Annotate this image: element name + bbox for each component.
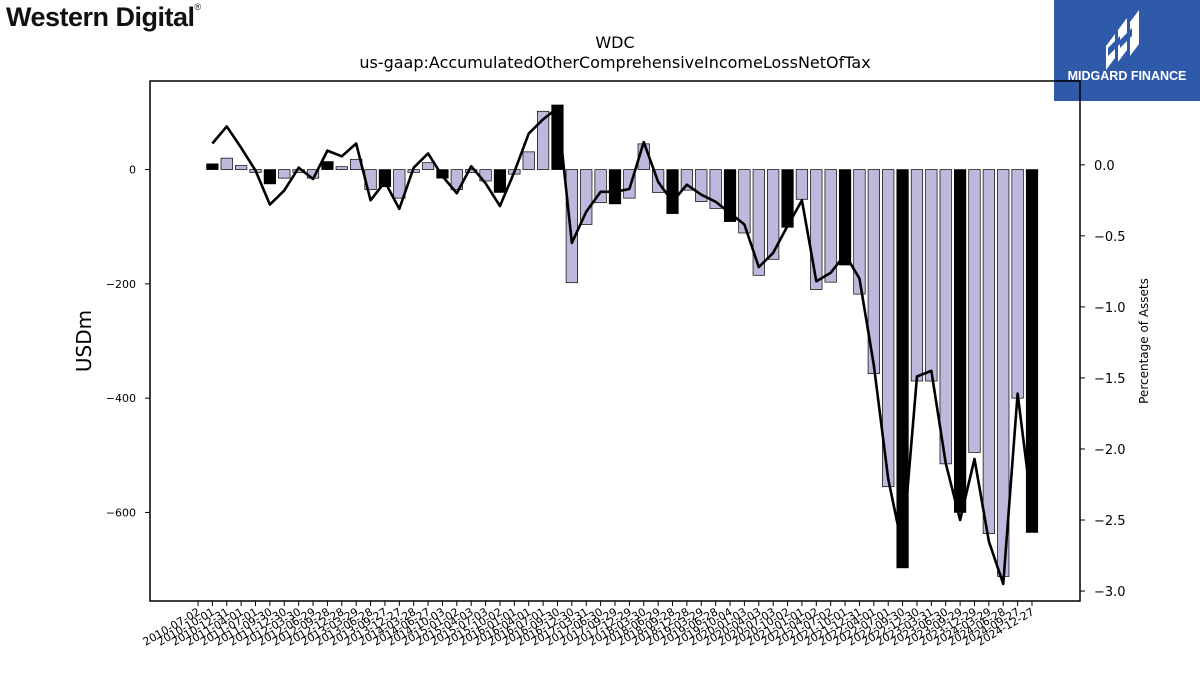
bar: [1011, 169, 1024, 399]
bar: [263, 169, 276, 185]
bar: [623, 169, 636, 199]
y-axis-label: USDm: [72, 310, 96, 372]
bar: [695, 169, 708, 202]
bar: [925, 169, 938, 382]
bar: [939, 169, 952, 465]
line-series: [211, 106, 1034, 586]
y2-tick-label: −3.0: [1094, 585, 1126, 600]
bar: [680, 169, 693, 191]
bar: [709, 169, 722, 209]
y2-axis-label: Percentage of Assets: [1137, 278, 1151, 404]
chart-subtitle: us-gaap:AccumulatedOtherComprehensiveInc…: [359, 53, 870, 72]
bar: [522, 151, 535, 170]
y-tick-label: −200: [106, 278, 136, 291]
bar: [235, 165, 248, 170]
y-tick-label: −400: [106, 392, 136, 405]
bar: [810, 169, 823, 290]
y-axis-left: 0 −200 −400 −600: [106, 164, 150, 519]
y-axis-right: 0.0 −0.5 −1.0 −1.5 −2.0 −2.5 −3.0: [1080, 159, 1126, 600]
bar: [795, 169, 809, 200]
bar: [767, 169, 780, 260]
bar: [220, 157, 233, 170]
bar: [1025, 169, 1039, 533]
western-digital-logo: Western Digital®: [6, 2, 201, 32]
bar: [321, 161, 334, 170]
bar: [278, 169, 291, 179]
midgard-emblem-icon: [1106, 10, 1139, 70]
bar: [910, 169, 924, 382]
bar: [421, 162, 435, 170]
bar: [752, 169, 765, 276]
midgard-finance-logo: MIDGARD FINANCE: [1054, 0, 1200, 101]
bar: [953, 169, 967, 513]
line-percentage-of-assets: [211, 106, 1034, 586]
bar: [968, 169, 981, 453]
bar: [838, 169, 852, 266]
bar: [666, 169, 679, 214]
bar: [738, 169, 751, 234]
y-tick-label: 0: [129, 164, 136, 177]
bar: [335, 166, 348, 170]
bar: [982, 169, 995, 534]
bar: [493, 169, 507, 193]
bar: [565, 169, 578, 284]
bar: [723, 169, 737, 222]
y2-tick-label: −2.5: [1094, 514, 1126, 529]
bar: [882, 169, 895, 488]
y2-tick-label: −2.0: [1094, 443, 1126, 458]
y2-tick-label: −0.5: [1094, 230, 1126, 245]
bar: [393, 169, 406, 199]
bar: [536, 110, 550, 170]
bar: [580, 169, 593, 225]
bar: [465, 169, 478, 173]
midgard-finance-name: MIDGARD FINANCE: [1067, 69, 1187, 83]
bar: [378, 169, 392, 188]
bar: [206, 163, 219, 170]
bar: [551, 104, 564, 170]
bar: [450, 169, 463, 190]
bar-series: [206, 104, 1039, 577]
y2-tick-label: 0.0: [1094, 159, 1115, 174]
x-axis: 2010-07-022010-10-012010-12-312011-04-01…: [141, 601, 1037, 649]
bar: [824, 169, 837, 283]
bar: [594, 169, 607, 204]
y2-tick-label: −1.5: [1094, 372, 1126, 387]
y-tick-label: −600: [106, 506, 136, 519]
chart-title: WDC: [595, 33, 634, 52]
bar: [608, 169, 622, 205]
bar: [853, 169, 866, 295]
y2-tick-label: −1.0: [1094, 301, 1126, 316]
bar: [896, 169, 909, 569]
